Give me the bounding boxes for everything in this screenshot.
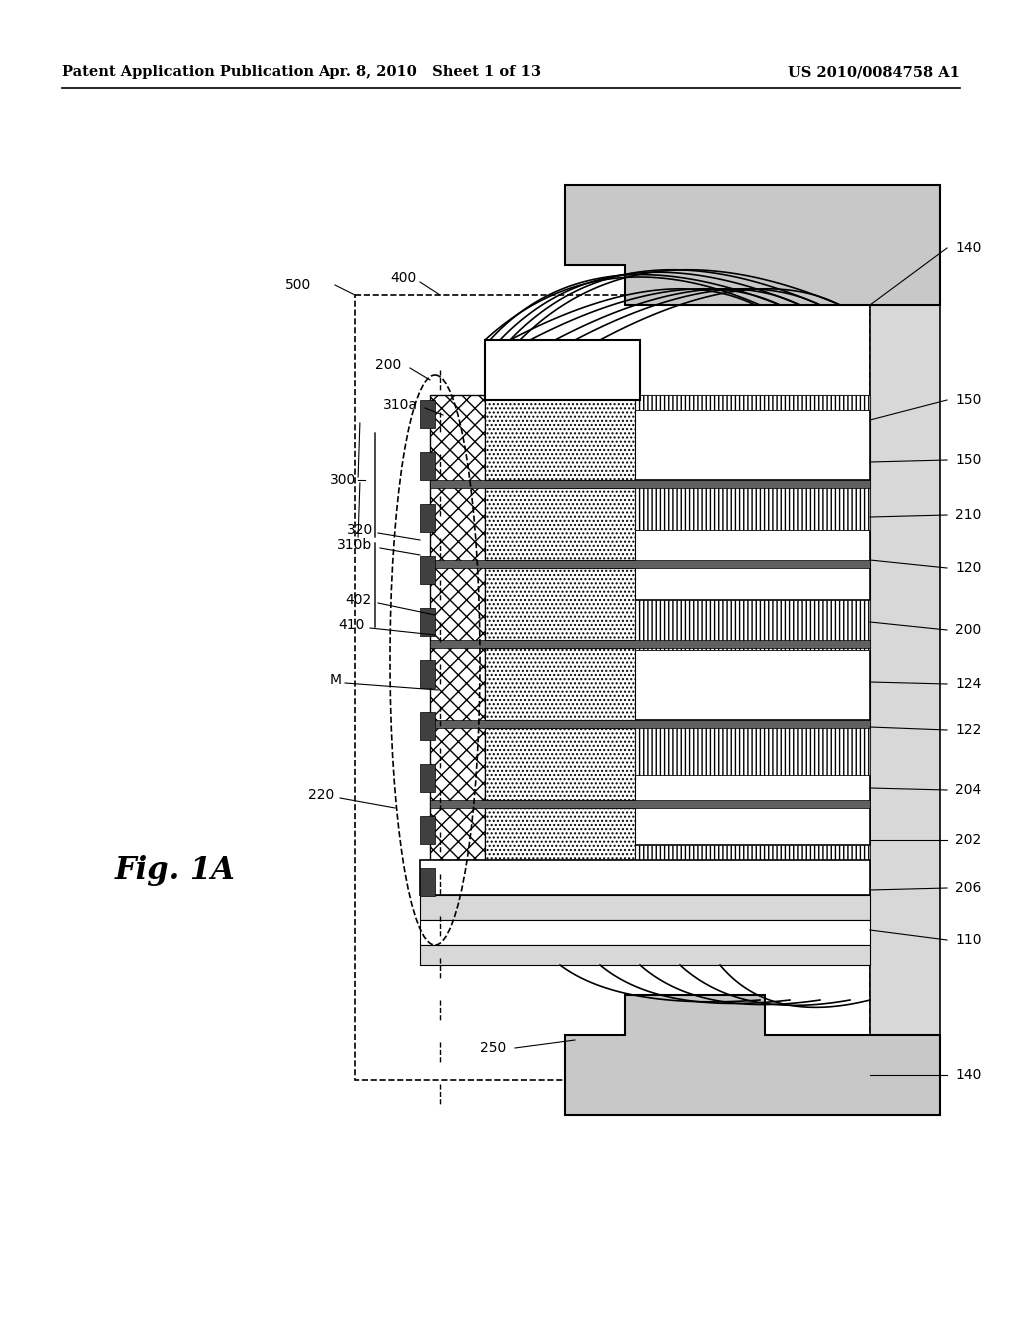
Text: 122: 122 xyxy=(955,723,981,737)
Text: M: M xyxy=(330,673,342,686)
Polygon shape xyxy=(635,395,870,445)
Polygon shape xyxy=(485,808,635,861)
Text: 210: 210 xyxy=(955,508,981,521)
Text: 250: 250 xyxy=(480,1041,506,1055)
Text: 320: 320 xyxy=(347,523,374,537)
Polygon shape xyxy=(420,400,435,428)
Polygon shape xyxy=(625,265,940,305)
Text: Fig. 1A: Fig. 1A xyxy=(115,854,236,886)
Polygon shape xyxy=(485,648,635,719)
Text: 310b: 310b xyxy=(337,539,373,552)
Polygon shape xyxy=(565,1035,940,1115)
Text: 202: 202 xyxy=(955,833,981,847)
Polygon shape xyxy=(430,560,870,568)
Polygon shape xyxy=(430,480,870,488)
Text: 410: 410 xyxy=(338,618,365,632)
Polygon shape xyxy=(420,895,870,920)
Polygon shape xyxy=(635,395,870,411)
Polygon shape xyxy=(420,711,435,741)
Polygon shape xyxy=(635,601,870,649)
Text: 300: 300 xyxy=(330,473,356,487)
Text: 200: 200 xyxy=(375,358,401,372)
Polygon shape xyxy=(485,729,635,800)
Text: US 2010/0084758 A1: US 2010/0084758 A1 xyxy=(788,65,961,79)
Polygon shape xyxy=(420,920,870,945)
Polygon shape xyxy=(420,945,870,965)
Polygon shape xyxy=(635,480,870,531)
Text: 402: 402 xyxy=(345,593,372,607)
Polygon shape xyxy=(430,800,870,808)
Polygon shape xyxy=(635,411,870,480)
Text: 200: 200 xyxy=(955,623,981,638)
Polygon shape xyxy=(635,495,870,540)
Polygon shape xyxy=(420,816,435,843)
Text: 206: 206 xyxy=(955,880,981,895)
Polygon shape xyxy=(430,719,870,729)
Polygon shape xyxy=(635,601,870,660)
Polygon shape xyxy=(420,609,435,636)
Text: 310a: 310a xyxy=(383,399,418,412)
Polygon shape xyxy=(420,556,435,583)
Polygon shape xyxy=(870,305,940,1035)
Text: 500: 500 xyxy=(285,279,311,292)
Polygon shape xyxy=(635,719,870,775)
Polygon shape xyxy=(635,775,870,845)
Polygon shape xyxy=(420,764,435,792)
Polygon shape xyxy=(420,869,435,896)
Polygon shape xyxy=(420,861,870,895)
Text: Apr. 8, 2010   Sheet 1 of 13: Apr. 8, 2010 Sheet 1 of 13 xyxy=(318,65,542,79)
Polygon shape xyxy=(565,185,940,265)
Polygon shape xyxy=(565,995,940,1115)
Polygon shape xyxy=(635,531,870,601)
Polygon shape xyxy=(430,640,870,648)
Polygon shape xyxy=(485,488,635,560)
Polygon shape xyxy=(635,649,870,719)
Polygon shape xyxy=(420,660,435,688)
Text: 140: 140 xyxy=(955,242,981,255)
Text: 220: 220 xyxy=(308,788,334,803)
Polygon shape xyxy=(635,660,870,710)
Text: 150: 150 xyxy=(955,393,981,407)
Polygon shape xyxy=(485,341,640,400)
Text: 150: 150 xyxy=(955,453,981,467)
Text: 140: 140 xyxy=(955,1068,981,1082)
Polygon shape xyxy=(635,445,870,495)
Polygon shape xyxy=(420,504,435,532)
Text: 204: 204 xyxy=(955,783,981,797)
Polygon shape xyxy=(485,395,635,480)
Text: 110: 110 xyxy=(955,933,981,946)
Text: 124: 124 xyxy=(955,677,981,690)
Polygon shape xyxy=(485,568,635,640)
Text: Patent Application Publication: Patent Application Publication xyxy=(62,65,314,79)
Polygon shape xyxy=(635,540,870,601)
Polygon shape xyxy=(635,710,870,760)
Text: 120: 120 xyxy=(955,561,981,576)
Polygon shape xyxy=(635,845,870,861)
Polygon shape xyxy=(565,185,940,305)
Text: 400: 400 xyxy=(390,271,416,285)
Polygon shape xyxy=(430,395,485,861)
Polygon shape xyxy=(420,451,435,480)
